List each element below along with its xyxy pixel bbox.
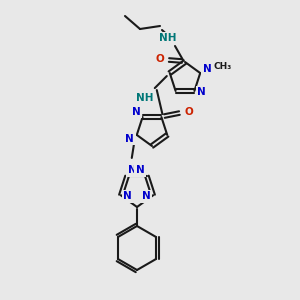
Text: N: N <box>197 87 206 97</box>
Text: N: N <box>203 64 212 74</box>
Text: N: N <box>128 165 136 175</box>
Text: N: N <box>124 191 132 201</box>
Text: O: O <box>156 54 164 64</box>
Text: O: O <box>184 107 193 117</box>
Text: N: N <box>132 107 141 117</box>
Text: NH: NH <box>136 93 154 103</box>
Text: N: N <box>125 134 134 144</box>
Text: N: N <box>142 191 151 201</box>
Text: CH₃: CH₃ <box>213 61 231 70</box>
Text: N: N <box>136 165 144 175</box>
Text: NH: NH <box>159 33 177 43</box>
